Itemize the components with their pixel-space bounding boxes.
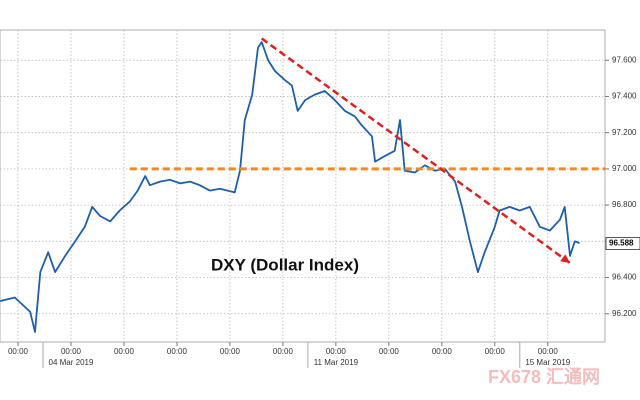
x-tick-label: 00:00 <box>538 347 559 356</box>
y-tick-label: 96.200 <box>612 309 637 318</box>
x-tick-label: 00:00 <box>114 347 135 356</box>
x-tick-label: 00:00 <box>220 347 241 356</box>
last-value-label: 96.588 <box>609 239 634 248</box>
arrow-head <box>560 254 571 264</box>
watermark: FX678 汇通网 <box>488 367 600 387</box>
date-label: 15 Mar 2019 <box>525 358 570 367</box>
line-series <box>0 41 580 333</box>
last-value-box <box>605 237 640 250</box>
y-tick-label: 97.000 <box>612 164 637 173</box>
x-tick-label: 00:00 <box>379 347 400 356</box>
grid <box>0 30 605 342</box>
y-tick-label: 96.800 <box>612 200 637 209</box>
y-tick-label: 97.200 <box>612 128 637 137</box>
y-tick-label: 97.400 <box>612 92 637 101</box>
x-tick-label: 00:00 <box>167 347 188 356</box>
x-tick-label: 00:00 <box>485 347 506 356</box>
chart-title: DXY (Dollar Index) <box>211 255 359 274</box>
date-label: 11 Mar 2019 <box>314 358 359 367</box>
x-tick-label: 00:00 <box>273 347 294 356</box>
plot-frame <box>0 29 606 343</box>
x-tick-label: 00:00 <box>61 347 82 356</box>
x-tick-label: 00:00 <box>326 347 347 356</box>
trend-line <box>260 37 571 265</box>
y-tick-label: 97.600 <box>612 55 637 64</box>
date-label: 04 Mar 2019 <box>49 358 94 367</box>
y-tick-label: 96.400 <box>612 273 637 282</box>
marks <box>0 41 580 333</box>
x-tick-label: 00:00 <box>432 347 453 356</box>
x-tick-label: 00:00 <box>8 347 29 356</box>
